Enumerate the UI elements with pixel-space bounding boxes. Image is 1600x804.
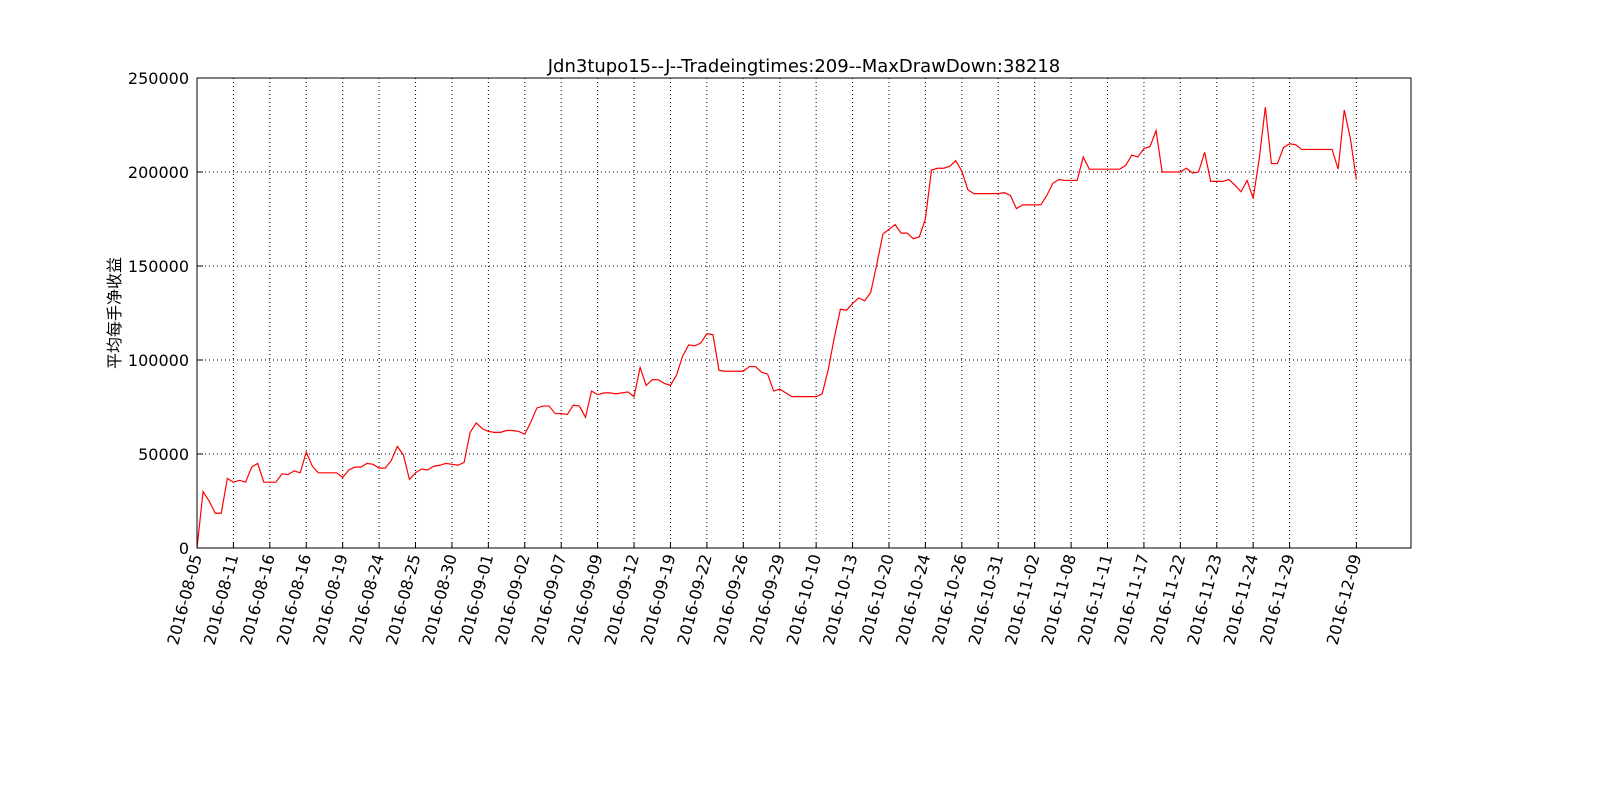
chart-title: Jdn3tupo15--J--Tradeingtimes:209--MaxDra… bbox=[547, 56, 1061, 77]
y-tick-label: 50000 bbox=[138, 445, 189, 464]
y-tick-label: 250000 bbox=[128, 69, 189, 88]
y-tick-label: 0 bbox=[179, 539, 189, 558]
y-axis-label: 平均每手净收益 bbox=[105, 257, 124, 369]
data-line bbox=[196, 107, 1357, 549]
y-tick-label: 150000 bbox=[128, 257, 189, 276]
y-tick-label: 100000 bbox=[128, 351, 189, 370]
plot-frame bbox=[196, 77, 1412, 549]
y-tick-label: 200000 bbox=[128, 163, 189, 182]
